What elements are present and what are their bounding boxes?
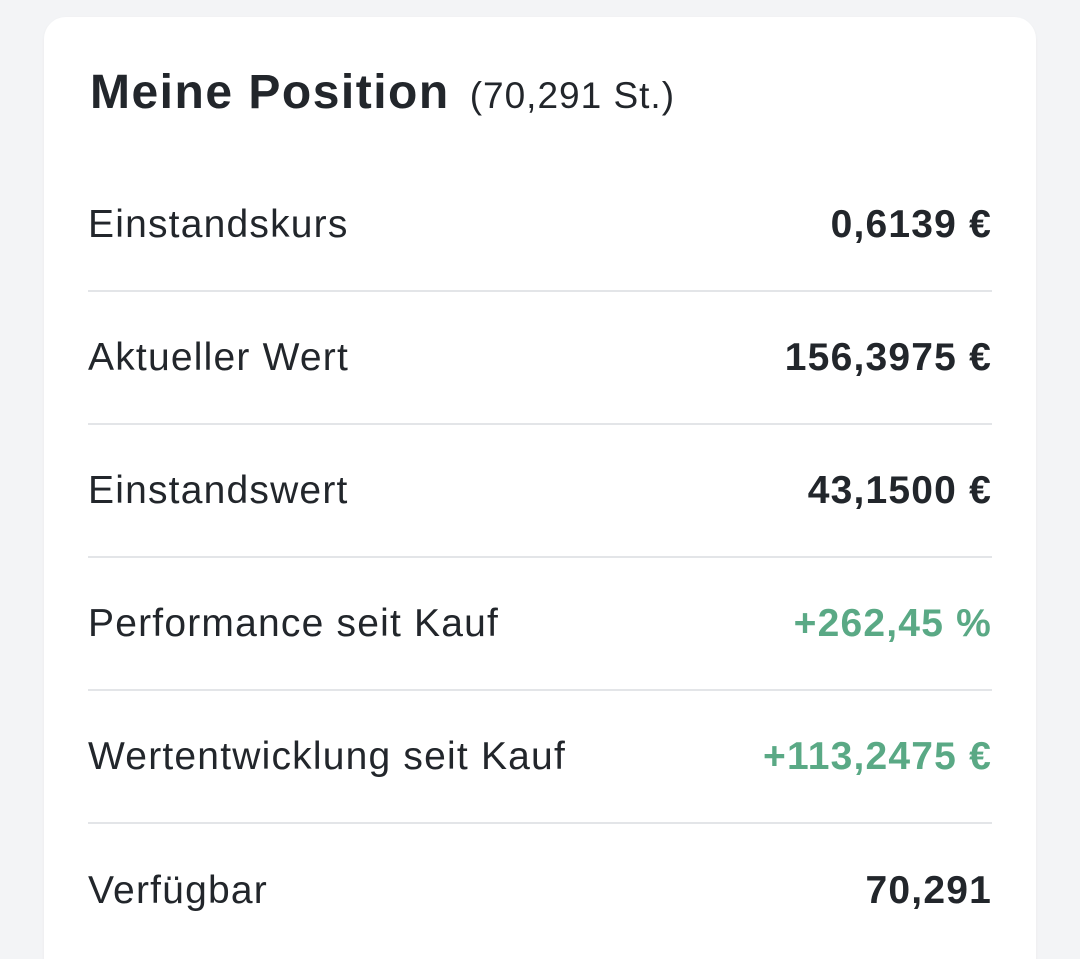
row-value-positive: +113,2475 € (762, 734, 992, 778)
row-label: Performance seit Kauf (88, 601, 500, 645)
row-aktueller-wert: Aktueller Wert 156,3975 € (88, 292, 992, 425)
row-wertentwicklung: Wertentwicklung seit Kauf +113,2475 € (88, 691, 992, 824)
row-value: 156,3975 € (784, 335, 992, 379)
row-label: Einstandskurs (88, 202, 349, 246)
position-title: Meine Position (70,291 St.) (90, 65, 675, 125)
row-value: 70,291 (865, 868, 992, 912)
position-card: Meine Position (70,291 St.) Einstandskur… (44, 17, 1036, 959)
row-verfuegbar: Verfügbar 70,291 (88, 824, 992, 957)
row-value-positive: +262,45 % (793, 601, 992, 645)
row-label: Verfügbar (88, 868, 268, 912)
row-label: Einstandswert (88, 468, 349, 512)
row-einstandskurs: Einstandskurs 0,6139 € (88, 159, 992, 292)
row-performance: Performance seit Kauf +262,45 % (88, 558, 992, 691)
share-count: (70,291 St.) (469, 75, 676, 116)
row-value: 0,6139 € (830, 202, 992, 246)
row-label: Wertentwicklung seit Kauf (88, 734, 566, 778)
position-details-list: Einstandskurs 0,6139 € Aktueller Wert 15… (88, 159, 992, 957)
page-title: Meine Position (90, 66, 450, 119)
row-label: Aktueller Wert (88, 335, 349, 379)
row-value: 43,1500 € (807, 468, 992, 512)
row-einstandswert: Einstandswert 43,1500 € (88, 425, 992, 558)
